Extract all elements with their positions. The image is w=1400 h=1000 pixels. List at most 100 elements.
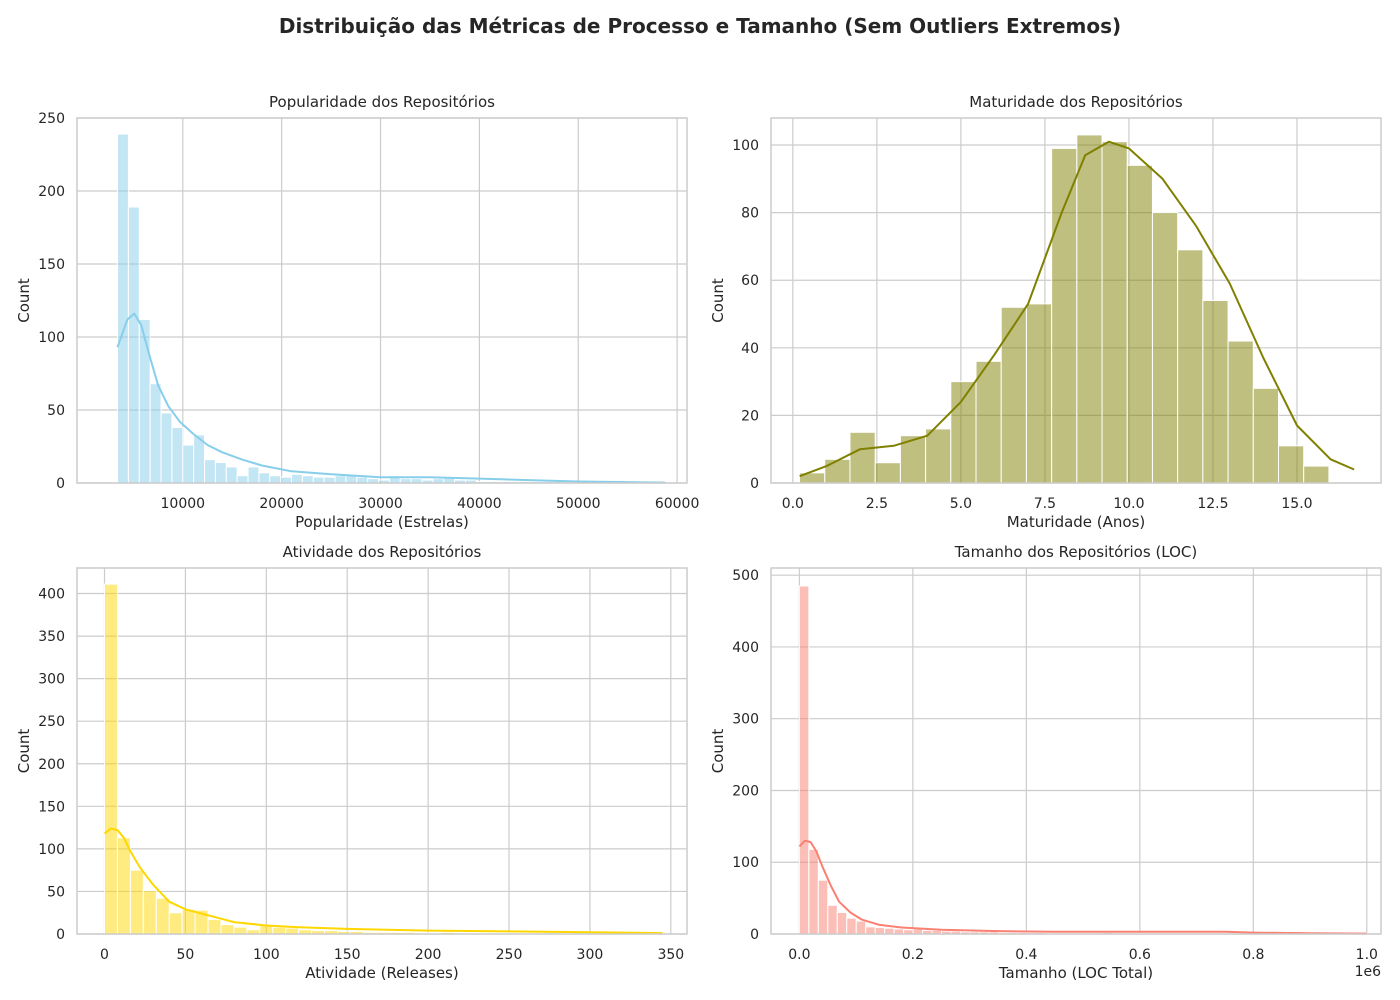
histogram-bar	[258, 472, 271, 484]
histogram-bar	[207, 919, 222, 935]
y-tick-label: 0	[750, 476, 759, 492]
histogram-bar	[1076, 134, 1103, 484]
histogram-bar	[220, 924, 235, 935]
x-tick-label: 350	[657, 947, 684, 963]
histogram-bar	[345, 475, 358, 484]
x-tick-label: 0.4	[1015, 947, 1037, 963]
x-tick-label: 1.0	[1356, 947, 1378, 963]
y-tick-label: 400	[732, 640, 759, 656]
x-tick-label: 300	[577, 947, 604, 963]
histogram-bar	[893, 928, 905, 935]
histogram-bar	[129, 869, 144, 935]
x-tick-label: 200	[415, 947, 442, 963]
y-axis-label: Count	[15, 278, 33, 323]
histogram-bar	[808, 848, 819, 935]
y-tick-label: 100	[732, 855, 759, 871]
x-tick-label: 250	[496, 947, 523, 963]
histogram-bar	[975, 360, 1002, 484]
histogram-bar	[884, 927, 895, 935]
histogram-bar	[1202, 300, 1229, 484]
histogram-bar	[285, 927, 300, 935]
y-tick-label: 0	[56, 927, 65, 943]
histogram-bar	[1303, 465, 1330, 484]
y-tick-label: 300	[732, 712, 759, 728]
histogram-bar	[323, 476, 336, 484]
y-tick-label: 80	[741, 206, 759, 222]
x-tick-label: 0.0	[782, 496, 804, 512]
histogram-bar	[312, 476, 325, 484]
histogram-bar	[1177, 249, 1204, 484]
histogram-bar	[865, 926, 876, 935]
x-axis-label: Popularidade (Estrelas)	[295, 513, 469, 531]
axes-frame	[770, 567, 1382, 935]
histogram-bar	[272, 926, 287, 935]
histogram-bar	[874, 927, 886, 935]
y-tick-label: 150	[38, 257, 65, 273]
histogram-bar	[236, 475, 249, 484]
histogram-bar	[160, 412, 173, 484]
axes-frame	[770, 117, 1382, 484]
histogram-bar	[1277, 445, 1305, 484]
x-tick-label: 0.2	[902, 947, 924, 963]
chart-maturity: 0.0 2.5 5.0 7.5 10.0 12.5 15.0 0 20 40 60 80 100 Matu…	[709, 93, 1382, 531]
x-tick-label: 10.0	[1113, 496, 1144, 512]
x-tick-label: 30000	[358, 496, 403, 512]
x-tick-label: 0.6	[1129, 947, 1151, 963]
panel-title: Atividade dos Repositórios	[283, 543, 482, 561]
x-tick-label: 40000	[457, 496, 502, 512]
chart-activity: 0 50 100 150 200 250 300 350 0 50 100 150 200 250 300 3…	[15, 543, 688, 982]
histogram-bar	[1227, 340, 1254, 484]
histogram-bar	[855, 920, 867, 935]
y-tick-label: 250	[38, 714, 65, 730]
kde-line	[799, 140, 1355, 478]
axis-offset-text: 1e6	[1355, 964, 1382, 980]
histogram-bar	[259, 924, 274, 935]
axes-frame	[76, 567, 688, 935]
histogram-bar	[827, 904, 838, 935]
histogram-bar	[155, 897, 170, 935]
histogram-bar	[817, 879, 829, 935]
histogram-bar	[104, 583, 118, 935]
kde-line	[798, 839, 1367, 935]
x-tick-label: 150	[334, 947, 361, 963]
x-tick-label: 0	[100, 947, 109, 963]
kde-line	[103, 827, 663, 935]
histogram-bar	[1126, 164, 1153, 484]
histogram-bar	[204, 459, 216, 484]
panel-title: Popularidade dos Repositórios	[269, 93, 495, 111]
histogram-bar	[280, 476, 293, 484]
histogram-bar	[912, 928, 924, 935]
x-axis-label: Maturidade (Anos)	[1007, 513, 1146, 531]
histogram-bar	[334, 475, 347, 484]
x-tick-label: 5.0	[950, 496, 972, 512]
x-tick-label: 100	[253, 947, 280, 963]
axes-frame	[76, 117, 688, 484]
y-tick-label: 350	[38, 629, 65, 645]
y-tick-label: 0	[750, 927, 759, 943]
histogram-bar	[798, 585, 810, 935]
histogram-bar	[138, 318, 151, 484]
histogram-bar	[301, 475, 314, 484]
histogram-bar	[836, 911, 848, 935]
histogram-bar	[1051, 147, 1078, 484]
y-axis-label: Count	[709, 278, 727, 323]
histogram-bar	[356, 476, 369, 484]
histogram-bar	[233, 926, 248, 935]
histogram-bar	[117, 133, 129, 484]
x-axis-label: Atividade (Releases)	[305, 964, 458, 982]
histogram-bar	[849, 431, 876, 484]
histogram-bar	[1252, 387, 1279, 484]
kde-line	[116, 312, 666, 484]
x-tick-label: 7.5	[1034, 496, 1056, 512]
chart-size: 0.0 0.2 0.4 0.6 0.8 1.0 0 100 200 300 400 500 Tamanh…	[709, 543, 1382, 982]
y-tick-label: 60	[741, 273, 759, 289]
y-tick-label: 500	[732, 568, 759, 584]
x-tick-label: 10000	[161, 496, 206, 512]
histogram-bar	[1101, 141, 1128, 484]
y-tick-label: 0	[56, 476, 65, 492]
y-tick-label: 400	[38, 587, 65, 603]
histogram-bar	[1151, 212, 1179, 484]
y-tick-label: 300	[38, 672, 65, 688]
x-tick-label: 2.5	[866, 496, 888, 512]
x-tick-label: 60000	[655, 496, 700, 512]
